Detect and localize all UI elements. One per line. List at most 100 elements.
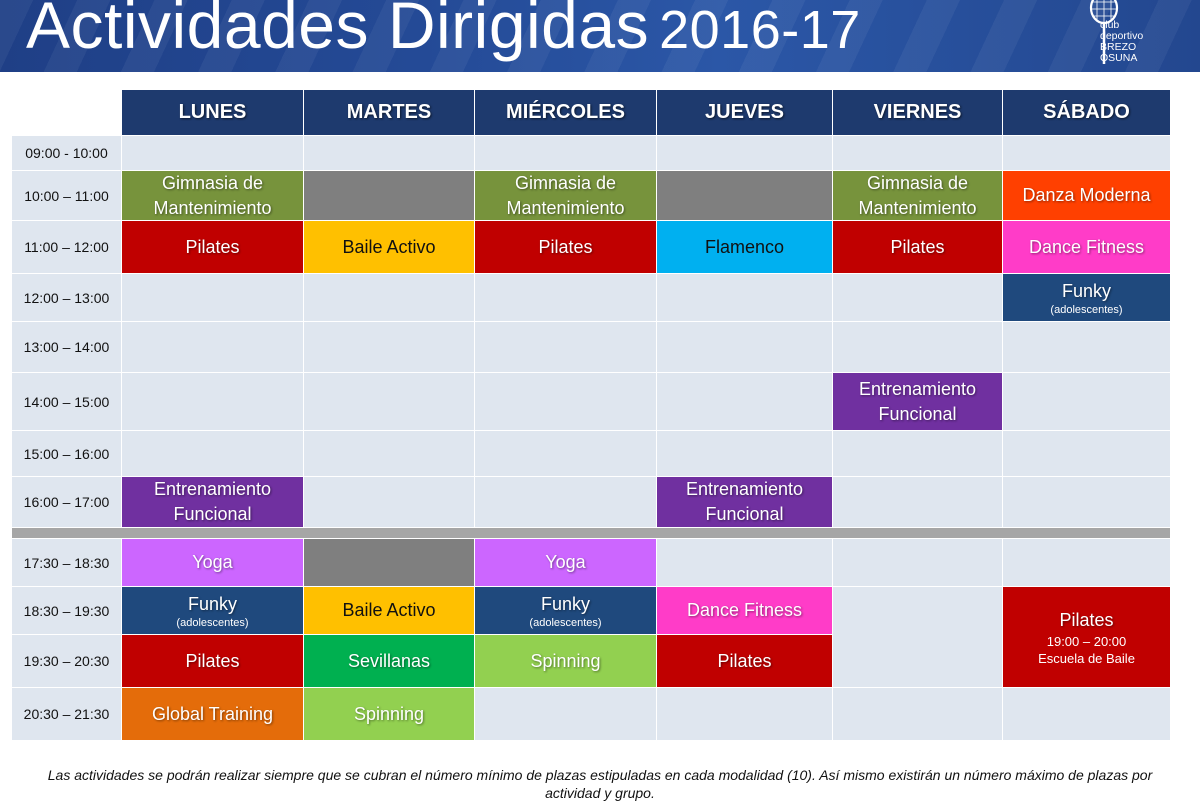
activity-yoga-lunes: Yoga [122, 539, 303, 586]
title-year: 2016-17 [659, 0, 861, 60]
empty-slot [475, 688, 656, 740]
activity-pilates-lunes: Pilates [122, 221, 303, 273]
empty-slot [1003, 322, 1170, 372]
empty-slot [122, 136, 303, 170]
empty-slot [833, 136, 1002, 170]
activity-entrenamiento-lunes: Entrenamiento Funcional [122, 477, 303, 527]
empty-slot [833, 431, 1002, 476]
day-header-tuesday: MARTES [304, 90, 474, 135]
time-slot-1730: 17:30 – 18:30 [12, 539, 121, 586]
activity-pilates-miercoles: Pilates [475, 221, 656, 273]
club-logo: club deportivo BREZO OSUNA [1086, 0, 1196, 66]
empty-slot [475, 373, 656, 430]
activity-flamenco-jueves: Flamenco [657, 221, 832, 273]
activity-label: Funky [540, 593, 591, 614]
activity-pilates-sabado: Pilates 19:00 – 20:00 Escuela de Baile [1003, 587, 1170, 687]
activity-pilates-viernes: Pilates [833, 221, 1002, 273]
activity-pilates-lunes-tarde: Pilates [122, 635, 303, 687]
activity-sublabel: (adolescentes) [529, 616, 602, 629]
unavailable-slot [304, 539, 474, 586]
activity-location: Escuela de Baile [1038, 650, 1135, 666]
time-slot-1400: 14:00 – 15:00 [12, 373, 121, 430]
activity-dance-fitness-jueves: Dance Fitness [657, 587, 832, 634]
time-slot-1300: 13:00 – 14:00 [12, 322, 121, 372]
day-header-wednesday: MIÉRCOLES [475, 90, 656, 135]
activity-funky-lunes: Funky (adolescentes) [122, 587, 303, 634]
empty-slot [304, 136, 474, 170]
logo-line-1: club [1100, 19, 1120, 31]
logo-line-4: OSUNA [1100, 52, 1138, 64]
activity-funky-miercoles: Funky (adolescentes) [475, 587, 656, 634]
empty-slot [1003, 539, 1170, 586]
time-slot-1930: 19:30 – 20:30 [12, 635, 121, 687]
activity-entrenamiento-viernes: Entrenamiento Funcional [833, 373, 1002, 430]
page-title: Actividades Dirigidas 2016-17 [26, 0, 861, 69]
empty-slot [475, 431, 656, 476]
empty-slot [833, 477, 1002, 527]
empty-slot [304, 477, 474, 527]
time-slot-1500: 15:00 – 16:00 [12, 431, 121, 476]
time-slot-1600: 16:00 – 17:00 [12, 477, 121, 527]
empty-slot [304, 274, 474, 321]
activity-time: 19:00 – 20:00 [1046, 633, 1127, 649]
activity-entrenamiento-jueves: Entrenamiento Funcional [657, 477, 832, 527]
unavailable-slot [304, 171, 474, 220]
activity-label: Funky [187, 593, 238, 614]
activity-gimnasia-lunes: Gimnasia de Mantenimiento [122, 171, 303, 220]
empty-slot [1003, 136, 1170, 170]
activity-baile-activo-martes-tarde: Baile Activo [304, 587, 474, 634]
empty-slot [657, 136, 832, 170]
unavailable-slot [657, 171, 832, 220]
empty-slot [657, 431, 832, 476]
logo-text: club deportivo BREZO OSUNA [1100, 20, 1143, 64]
day-header-thursday: JUEVES [657, 90, 832, 135]
empty-slot [475, 322, 656, 372]
empty-slot [475, 477, 656, 527]
empty-slot [657, 373, 832, 430]
empty-slot [475, 136, 656, 170]
empty-slot [304, 373, 474, 430]
activity-danza-moderna-sabado: Danza Moderna [1003, 171, 1170, 220]
time-slot-2030: 20:30 – 21:30 [12, 688, 121, 740]
logo-line-2: deportivo [1100, 30, 1144, 42]
empty-slot [657, 688, 832, 740]
empty-slot [122, 274, 303, 321]
schedule-divider [12, 528, 1170, 538]
empty-slot [122, 322, 303, 372]
activity-sublabel: (adolescentes) [176, 616, 249, 629]
empty-slot [833, 322, 1002, 372]
schedule-table: LUNES MARTES MIÉRCOLES JUEVES VIERNES SÁ… [12, 90, 1170, 740]
empty-slot [833, 539, 1002, 586]
empty-slot [833, 688, 1002, 740]
activity-spinning-miercoles: Spinning [475, 635, 656, 687]
time-slot-1100: 11:00 – 12:00 [12, 221, 121, 273]
time-slot-1830: 18:30 – 19:30 [12, 587, 121, 634]
activity-pilates-jueves: Pilates [657, 635, 832, 687]
logo-line-3: BREZO [1100, 41, 1137, 53]
empty-slot [657, 539, 832, 586]
empty-slot [304, 322, 474, 372]
time-slot-0900: 09:00 - 10:00 [12, 136, 121, 170]
empty-slot [833, 587, 1002, 687]
activity-yoga-miercoles: Yoga [475, 539, 656, 586]
empty-slot [304, 431, 474, 476]
activity-dance-fitness-sabado: Dance Fitness [1003, 221, 1170, 273]
day-header-saturday: SÁBADO [1003, 90, 1170, 135]
header-banner: Actividades Dirigidas 2016-17 club deport… [0, 0, 1200, 72]
empty-slot [833, 274, 1002, 321]
empty-slot [1003, 477, 1170, 527]
time-slot-1200: 12:00 – 13:00 [12, 274, 121, 321]
empty-slot [122, 431, 303, 476]
empty-slot [1003, 688, 1170, 740]
activity-label: Pilates [1059, 609, 1114, 630]
activity-label: Funky [1061, 280, 1112, 301]
activity-spinning-martes: Spinning [304, 688, 474, 740]
activity-gimnasia-miercoles: Gimnasia de Mantenimiento [475, 171, 656, 220]
activity-sublabel: (adolescentes) [1050, 303, 1123, 316]
day-header-friday: VIERNES [833, 90, 1002, 135]
racket-icon [1089, 0, 1119, 64]
activity-global-training-lunes: Global Training [122, 688, 303, 740]
table-corner [12, 90, 121, 135]
empty-slot [657, 274, 832, 321]
activity-funky-sabado: Funky (adolescentes) [1003, 274, 1170, 321]
